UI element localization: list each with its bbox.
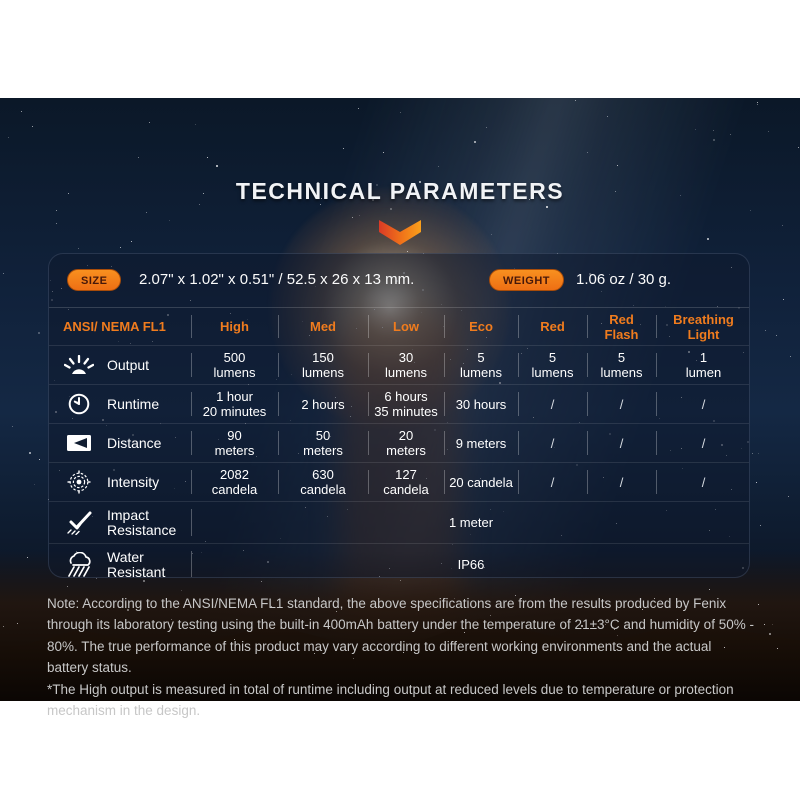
water-resistant-icon: [62, 552, 96, 577]
row-label-output: Output: [49, 346, 191, 384]
value-output-red-flash: 5 lumens: [587, 346, 656, 384]
value-intensity-low: 127 candela: [368, 463, 444, 501]
value-output-red: 5 lumens: [518, 346, 587, 384]
value-runtime-breathing: /: [656, 385, 749, 423]
row-label-water-resistant: Water Resistant: [49, 544, 191, 577]
weight-value: 1.06 oz / 30 g.: [576, 271, 672, 288]
table-row-water-resistant: Water Resistant IP66: [49, 543, 749, 577]
page-title: TECHNICAL PARAMETERS: [235, 178, 565, 204]
value-output-med: 150 lumens: [278, 346, 368, 384]
header-med: Med: [278, 308, 368, 345]
value-intensity-eco: 20 candela: [444, 463, 518, 501]
intensity-icon: [62, 470, 96, 494]
runtime-icon: [62, 393, 96, 415]
chevron-down-icon: [379, 220, 421, 245]
value-runtime-low: 6 hours 35 minutes: [368, 385, 444, 423]
value-distance-breathing: /: [656, 424, 749, 462]
value-output-eco: 5 lumens: [444, 346, 518, 384]
value-distance-med: 50 meters: [278, 424, 368, 462]
table-header-row: ANSI/ NEMA FL1 High Med Low Eco Red Red …: [49, 308, 749, 345]
distance-icon: [62, 434, 96, 452]
size-value: 2.07" x 1.02" x 0.51" / 52.5 x 26 x 13 m…: [139, 271, 415, 288]
table-row-runtime: Runtime 1 hour 20 minutes 2 hours 6 hour…: [49, 384, 749, 423]
value-runtime-eco: 30 hours: [444, 385, 518, 423]
header-red-flash: Red Flash: [587, 308, 656, 345]
header-breathing-light: Breathing Light: [656, 308, 749, 345]
row-label-intensity: Intensity: [49, 463, 191, 501]
value-runtime-high: 1 hour 20 minutes: [191, 385, 278, 423]
size-badge: SIZE: [67, 269, 122, 291]
table-row-distance: Distance 90 meters 50 meters 20 meters 9…: [49, 423, 749, 462]
value-output-low: 30 lumens: [368, 346, 444, 384]
table-row-impact-resistance: Impact Resistance 1 meter: [49, 501, 749, 543]
value-distance-red-flash: /: [587, 424, 656, 462]
footnote-high-output: *The High output is measured in total of…: [47, 681, 734, 719]
header-ansi-nema: ANSI/ NEMA FL1: [63, 319, 166, 334]
table-row-intensity: Intensity 2082 candela 630 candela 127 c…: [49, 462, 749, 501]
value-intensity-red-flash: /: [587, 463, 656, 501]
value-intensity-med: 630 candela: [278, 463, 368, 501]
spec-panel: SIZE 2.07" x 1.02" x 0.51" / 52.5 x 26 x…: [48, 253, 750, 578]
value-distance-low: 20 meters: [368, 424, 444, 462]
table-row-output: Output 500 lumens 150 lumens 30 lumens 5…: [49, 345, 749, 384]
impact-resistance-icon: [62, 511, 96, 535]
value-distance-high: 90 meters: [191, 424, 278, 462]
header-low: Low: [368, 308, 444, 345]
value-impact-resistance: 1 meter: [191, 502, 749, 543]
header-red: Red: [518, 308, 587, 345]
row-label-runtime: Runtime: [49, 385, 191, 423]
header-high: High: [191, 308, 278, 345]
row-label-impact-resistance: Impact Resistance: [49, 502, 191, 543]
value-runtime-red-flash: /: [587, 385, 656, 423]
night-sky-photo: [0, 98, 800, 701]
header-eco: Eco: [444, 308, 518, 345]
row-label-distance: Distance: [49, 424, 191, 462]
value-distance-red: /: [518, 424, 587, 462]
output-icon: [62, 355, 96, 375]
weight-badge: WEIGHT: [489, 269, 564, 291]
footnote-fl1-standard: Note: According to the ANSI/NEMA FL1 sta…: [47, 596, 754, 676]
value-water-resistant: IP66: [191, 544, 749, 577]
value-distance-eco: 9 meters: [444, 424, 518, 462]
value-intensity-breathing: /: [656, 463, 749, 501]
value-runtime-red: /: [518, 385, 587, 423]
footnotes: Note: According to the ANSI/NEMA FL1 sta…: [47, 593, 755, 721]
value-runtime-med: 2 hours: [278, 385, 368, 423]
size-weight-row: SIZE 2.07" x 1.02" x 0.51" / 52.5 x 26 x…: [49, 254, 749, 308]
value-intensity-high: 2082 candela: [191, 463, 278, 501]
value-output-breathing: 1 lumen: [656, 346, 749, 384]
value-output-high: 500 lumens: [191, 346, 278, 384]
value-intensity-red: /: [518, 463, 587, 501]
